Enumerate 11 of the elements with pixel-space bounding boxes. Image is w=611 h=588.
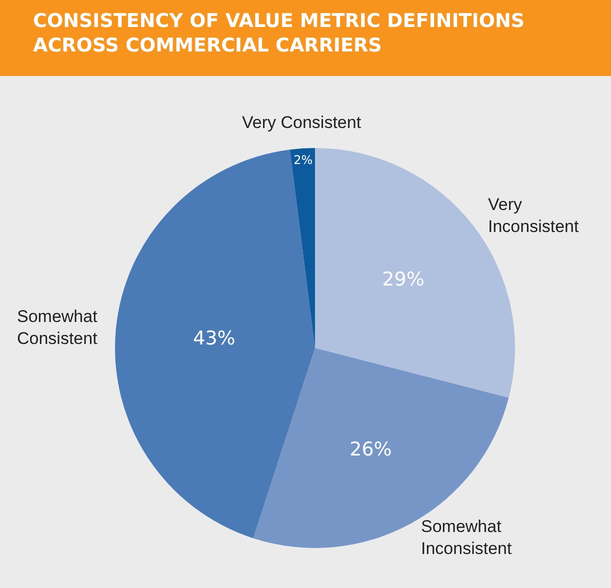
chart-title: CONSISTENCY OF VALUE METRIC DEFINITIONS ACROSS COMMERCIAL CARRIERS [33,10,525,57]
slice-label: Somewhat Consistent [17,307,98,348]
data-label: 29% [382,268,424,291]
slice-label: Somewhat Inconsistent [421,517,512,558]
slice-label: Very Consistent [242,113,362,132]
data-label: 26% [350,438,392,460]
slice-label: Very Inconsistent [488,195,579,236]
data-label: 2% [294,152,313,167]
pie-slice [290,148,315,348]
data-label: 43% [193,327,236,350]
pie-slice [115,150,315,538]
